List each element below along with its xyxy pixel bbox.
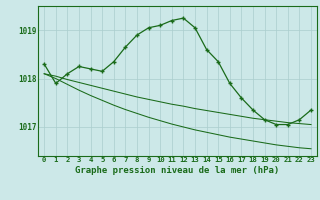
X-axis label: Graphe pression niveau de la mer (hPa): Graphe pression niveau de la mer (hPa) <box>76 166 280 175</box>
